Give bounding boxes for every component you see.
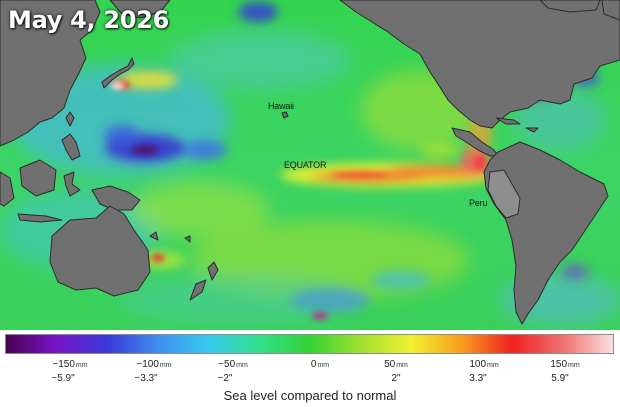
peru-label: Peru <box>469 198 488 208</box>
tick-mm-neg50: −50mm <box>218 359 248 370</box>
sea-level-map: May 4, 2026 Hawaii EQUATOR Peru <box>0 0 620 330</box>
tick-in-neg50: −2" <box>217 373 233 384</box>
land-borneo <box>19 159 57 197</box>
land-peru <box>487 169 521 219</box>
tick-mm-100: 100mm <box>469 359 499 370</box>
tick-mm-50: 50mm <box>384 359 408 370</box>
tick-in-50: 2" <box>391 373 401 384</box>
land-new-zealand <box>189 261 219 301</box>
land-greenland <box>539 0 601 13</box>
land-hawaii <box>281 111 289 119</box>
land-asia <box>0 0 101 147</box>
tick-in-100: 3.3" <box>469 373 487 384</box>
land-sulawesi <box>63 171 81 197</box>
map-canvas <box>0 0 620 330</box>
land-caribbean <box>495 117 539 133</box>
land-japan <box>101 57 135 89</box>
land-sumatra <box>0 171 15 207</box>
land-masses <box>0 0 620 325</box>
land-philippines <box>61 111 81 161</box>
equator-label: EQUATOR <box>284 160 327 170</box>
tick-in-neg150: −5.9" <box>51 373 75 384</box>
land-north-america <box>339 0 620 129</box>
land-south-america <box>483 141 609 325</box>
land-java <box>17 213 63 223</box>
hawaii-label: Hawaii <box>268 101 294 111</box>
tick-mm-neg150: −150mm <box>52 359 88 370</box>
color-scale-bar <box>5 334 614 354</box>
tick-in-neg100: −3.3" <box>134 373 158 384</box>
date-title: May 4, 2026 <box>8 6 170 34</box>
sea-level-legend: −150mm −100mm −50mm 0mm 50mm 100mm 150mm… <box>0 330 620 407</box>
tick-mm-neg100: −100mm <box>136 359 172 370</box>
tick-mm-zero: 0mm <box>310 359 330 370</box>
legend-caption: Sea level compared to normal <box>223 388 397 403</box>
land-australia <box>49 205 151 297</box>
land-new-guinea <box>91 185 141 211</box>
land-kamchatka <box>109 0 171 19</box>
tick-mm-150: 150mm <box>550 359 580 370</box>
tick-in-150: 5.9" <box>551 373 569 384</box>
